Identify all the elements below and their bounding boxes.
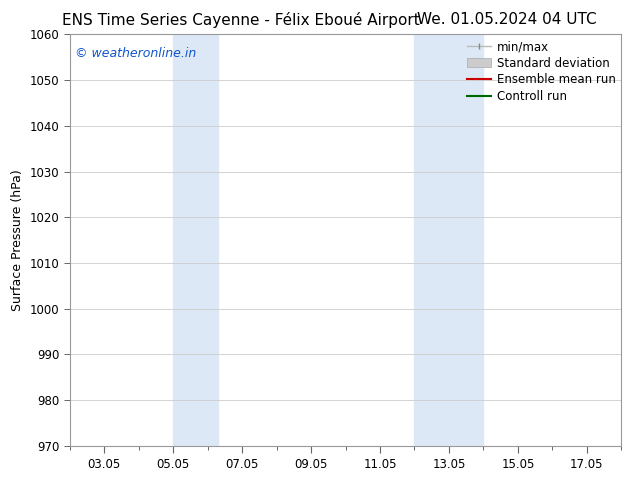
Text: We. 01.05.2024 04 UTC: We. 01.05.2024 04 UTC (417, 12, 597, 27)
Y-axis label: Surface Pressure (hPa): Surface Pressure (hPa) (11, 169, 24, 311)
Text: © weatheronline.in: © weatheronline.in (75, 47, 197, 60)
Bar (173, 34, 218, 446)
Text: ENS Time Series Cayenne - Félix Eboué Airport: ENS Time Series Cayenne - Félix Eboué Ai… (62, 12, 420, 28)
Bar (415, 34, 483, 446)
Legend: min/max, Standard deviation, Ensemble mean run, Controll run: min/max, Standard deviation, Ensemble me… (467, 40, 616, 103)
